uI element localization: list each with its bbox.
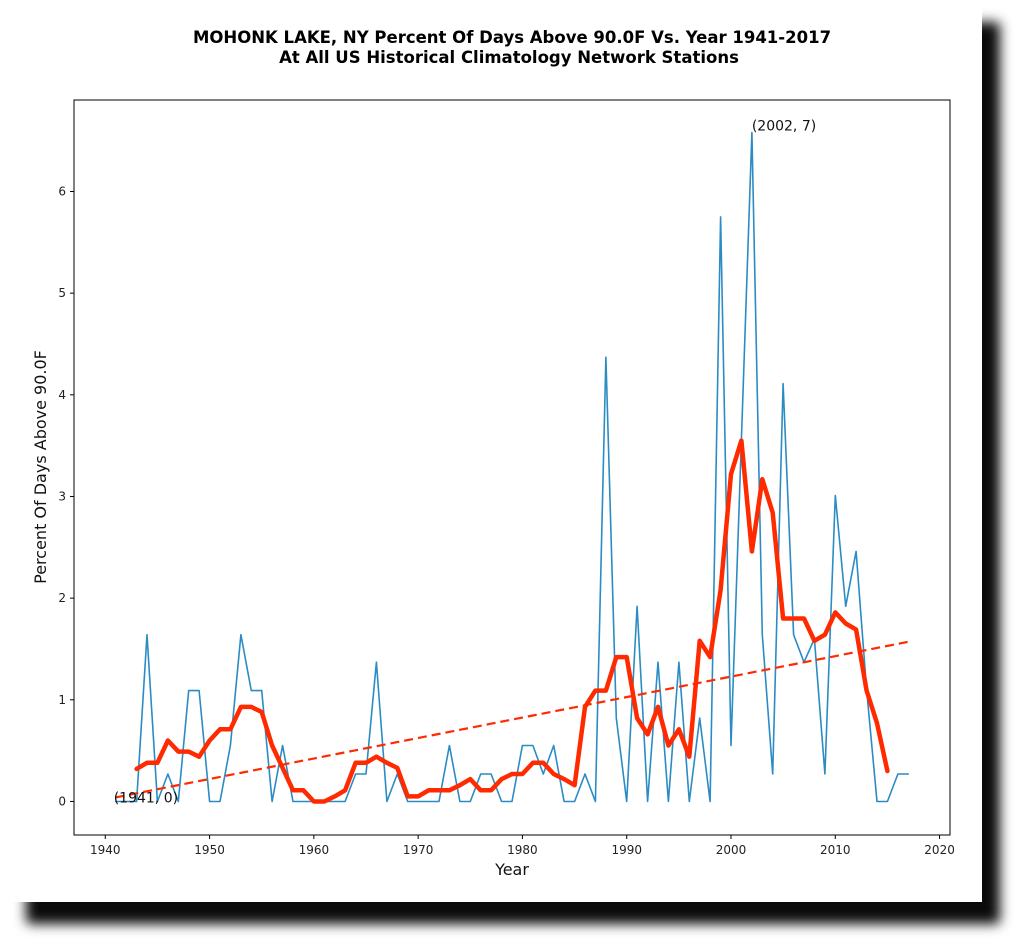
x-tick-label: 1980 <box>507 843 538 857</box>
y-axis: 0 1 2 3 4 5 6 <box>58 184 74 808</box>
chart-subtitle: At All US Historical Climatology Network… <box>279 48 739 67</box>
x-tick-label: 1950 <box>194 843 225 857</box>
plot-frame <box>73 99 951 836</box>
x-tick-label: 1970 <box>403 843 434 857</box>
series-layer <box>114 131 910 804</box>
y-tick-label: 2 <box>58 591 66 605</box>
y-tick-label: 4 <box>58 388 66 402</box>
x-tick-label: 2000 <box>716 843 747 857</box>
y-tick-label: 5 <box>58 286 66 300</box>
y-axis-label: Percent Of Days Above 90.0F <box>31 350 50 584</box>
x-tick-label: 1960 <box>299 843 330 857</box>
series-line-moving-average <box>134 438 890 804</box>
x-tick-label: 2010 <box>820 843 851 857</box>
x-tick-label: 1940 <box>90 843 121 857</box>
plot-area <box>73 99 951 836</box>
y-tick-label: 6 <box>58 184 66 198</box>
y-tick-label: 0 <box>58 794 66 808</box>
chart-title: MOHONK LAKE, NY Percent Of Days Above 90… <box>193 28 831 47</box>
figure-card <box>10 8 982 902</box>
annotation-start: (1941, 0) <box>114 790 178 806</box>
annotation-max: (2002, 7) <box>752 119 816 135</box>
x-axis: 1940 1950 1960 1970 1980 1990 2000 2010 2020 <box>90 835 955 857</box>
x-tick-label: 1990 <box>611 843 642 857</box>
series-line-annual <box>114 131 910 803</box>
y-tick-label: 3 <box>58 489 66 503</box>
y-tick-label: 1 <box>58 693 66 707</box>
x-tick-label: 2020 <box>924 843 955 857</box>
series-line-trend <box>115 640 909 799</box>
x-axis-label: Year <box>494 860 529 879</box>
